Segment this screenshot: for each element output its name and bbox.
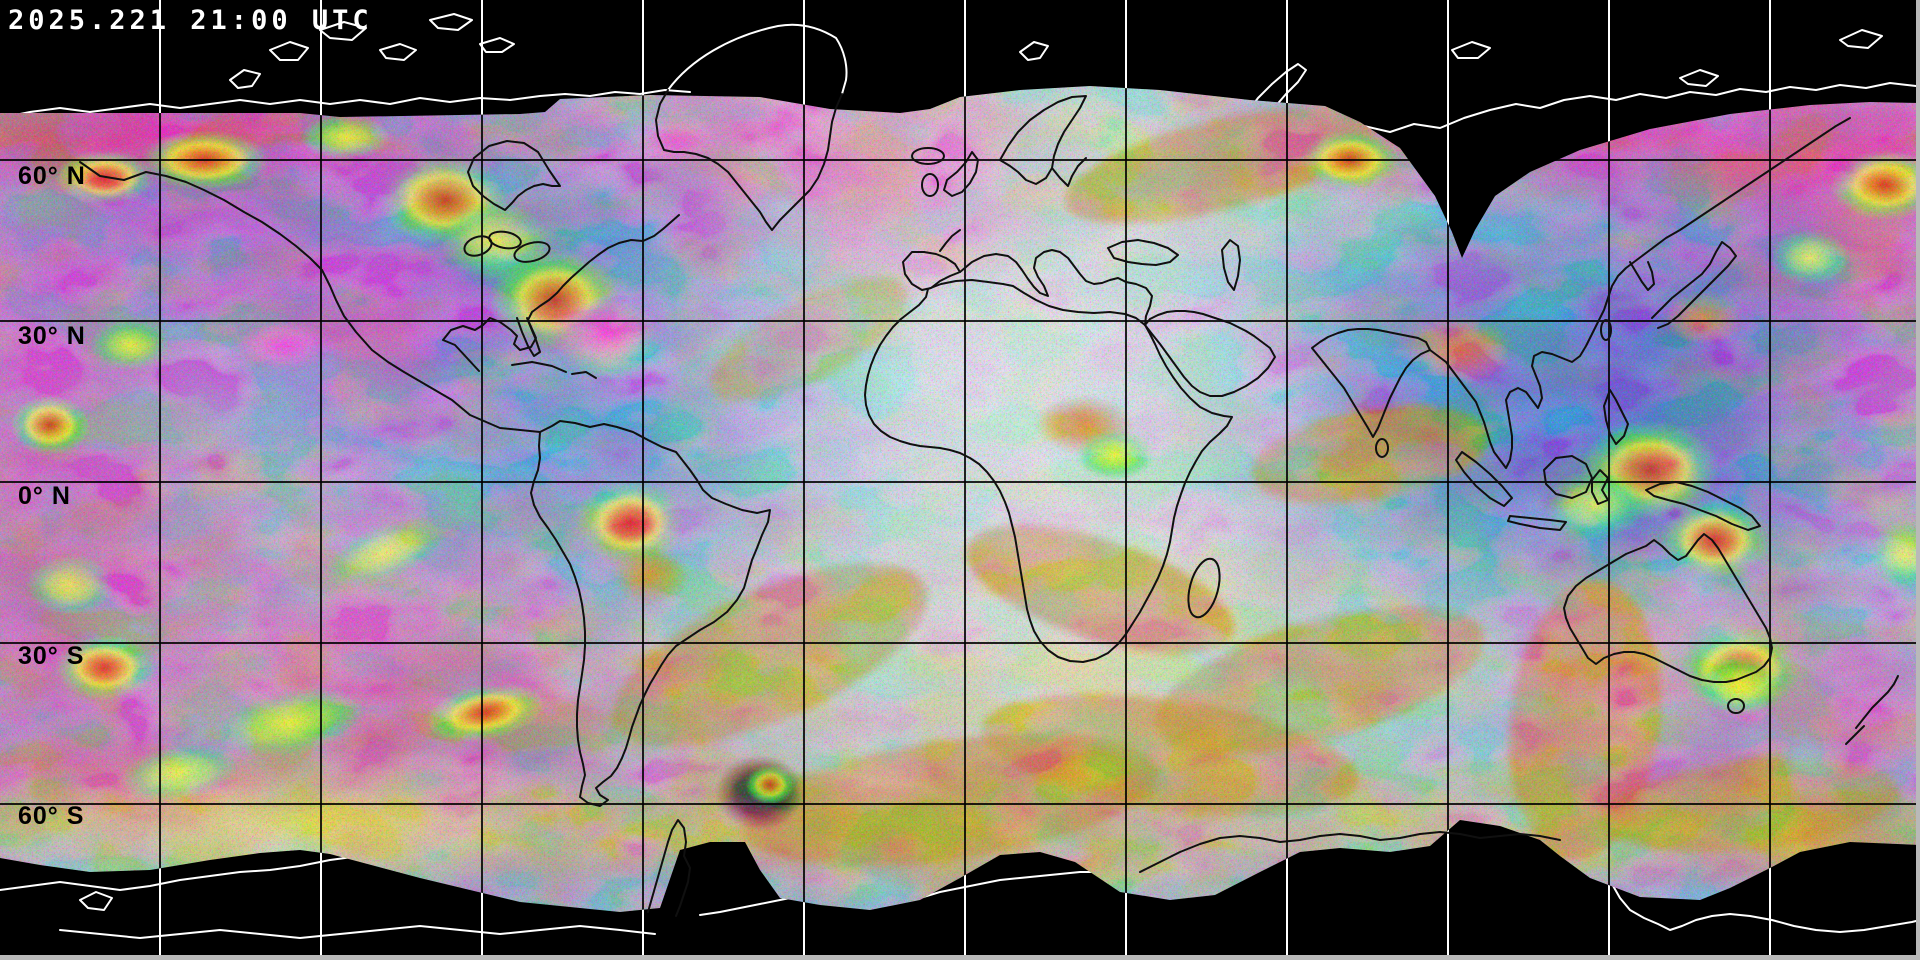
latitude-label-0n: 0° N bbox=[18, 482, 71, 510]
latitude-label-30n: 30° N bbox=[18, 322, 86, 350]
tasmania bbox=[1727, 698, 1745, 714]
java bbox=[1507, 515, 1567, 531]
arctic-islands bbox=[229, 13, 515, 89]
borneo bbox=[1543, 455, 1593, 499]
latitude-label-30s: 30° S bbox=[18, 642, 85, 670]
timestamp-label: 2025.221 21:00 UTC bbox=[8, 5, 373, 36]
south-america-coastline bbox=[530, 420, 771, 807]
africa-coastline bbox=[864, 279, 1233, 663]
korea bbox=[1629, 261, 1655, 291]
great-lake bbox=[513, 241, 551, 263]
british-isles bbox=[943, 151, 979, 197]
siberian-islands bbox=[1451, 29, 1883, 87]
new-zealand bbox=[1845, 675, 1899, 745]
taiwan bbox=[1600, 319, 1612, 341]
mediterranean-north-coastline bbox=[959, 249, 1153, 326]
ross-ice-shelf-edge bbox=[59, 891, 656, 939]
india-coastline bbox=[1311, 328, 1431, 438]
new-guinea bbox=[1645, 481, 1761, 531]
frame-strip-bottom bbox=[0, 955, 1920, 960]
greenland-coastline bbox=[655, 89, 843, 231]
svalbard bbox=[1019, 41, 1049, 61]
siberia-coastline bbox=[1315, 82, 1917, 135]
iberia-coastline bbox=[902, 229, 961, 291]
southeast-asia-coastline bbox=[1429, 117, 1851, 469]
ireland bbox=[921, 173, 939, 197]
antarctica-coastline-over-imagery bbox=[1139, 831, 1561, 873]
frame-strip-right bbox=[1916, 0, 1920, 960]
black-sea bbox=[1107, 239, 1179, 266]
philippines bbox=[1603, 389, 1629, 445]
north-america-west-coastline bbox=[79, 161, 541, 433]
latitude-label-60s: 60° S bbox=[18, 802, 85, 830]
sumatra bbox=[1455, 451, 1513, 507]
greenland-north-coastline bbox=[667, 23, 848, 95]
scandinavia-coastline bbox=[999, 95, 1087, 187]
arabia-coastline bbox=[1144, 310, 1276, 397]
iceland bbox=[911, 147, 945, 165]
north-america-east-coastline bbox=[442, 214, 680, 372]
florida bbox=[516, 317, 541, 357]
australia-coastline bbox=[1563, 533, 1773, 683]
madagascar bbox=[1187, 557, 1221, 619]
sri-lanka bbox=[1375, 438, 1389, 458]
great-lake bbox=[488, 230, 522, 250]
arctic-america-coastline bbox=[0, 89, 691, 119]
hudson-bay bbox=[467, 140, 561, 211]
latitude-label-60n: 60° N bbox=[18, 162, 86, 190]
sulawesi bbox=[1591, 469, 1609, 505]
caspian-sea bbox=[1221, 239, 1241, 291]
caribbean-islands bbox=[511, 361, 597, 379]
antarctic-peninsula bbox=[647, 819, 691, 917]
japan-arc bbox=[1651, 241, 1737, 329]
